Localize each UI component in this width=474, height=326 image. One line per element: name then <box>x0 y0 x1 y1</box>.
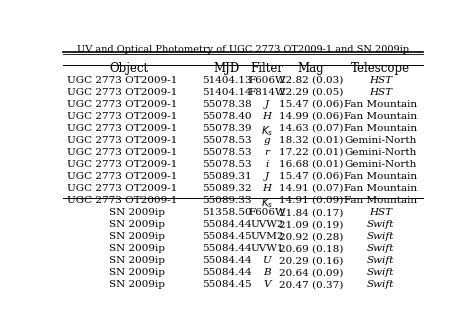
Text: SN 2009ip: SN 2009ip <box>109 232 165 241</box>
Text: 20.47 (0.37): 20.47 (0.37) <box>279 280 343 289</box>
Text: 55084.44: 55084.44 <box>201 220 251 229</box>
Text: 14.63 (0.07): 14.63 (0.07) <box>279 124 343 133</box>
Text: 55078.38: 55078.38 <box>201 100 251 109</box>
Text: SN 2009ip: SN 2009ip <box>109 244 165 253</box>
Text: UGC 2773 OT2009-1: UGC 2773 OT2009-1 <box>66 112 177 121</box>
Text: 16.68 (0.01): 16.68 (0.01) <box>279 160 343 169</box>
Text: 51358.50: 51358.50 <box>201 208 251 217</box>
Text: r: r <box>264 148 269 157</box>
Text: i: i <box>265 160 268 169</box>
Text: SN 2009ip: SN 2009ip <box>109 256 165 265</box>
Text: 15.47 (0.06): 15.47 (0.06) <box>279 100 343 109</box>
Text: 20.64 (0.09): 20.64 (0.09) <box>279 268 343 277</box>
Text: UGC 2773 OT2009-1: UGC 2773 OT2009-1 <box>66 160 177 169</box>
Text: 55084.45: 55084.45 <box>201 280 251 289</box>
Text: HST: HST <box>369 76 392 84</box>
Text: 55084.45: 55084.45 <box>201 232 251 241</box>
Text: UGC 2773 OT2009-1: UGC 2773 OT2009-1 <box>66 184 177 193</box>
Text: UV and Optical Photometry of UGC 2773 OT2009-1 and SN 2009ip: UV and Optical Photometry of UGC 2773 OT… <box>77 45 409 54</box>
Text: 14.91 (0.09): 14.91 (0.09) <box>279 196 343 205</box>
Text: F814W: F814W <box>248 88 286 96</box>
Text: Swift: Swift <box>367 244 394 253</box>
Text: 18.32 (0.01): 18.32 (0.01) <box>279 136 343 145</box>
Text: 55089.33: 55089.33 <box>201 196 251 205</box>
Text: Fan Mountain: Fan Mountain <box>344 184 417 193</box>
Text: Filter: Filter <box>250 62 283 75</box>
Text: $K_s$: $K_s$ <box>261 196 273 210</box>
Text: Gemini-North: Gemini-North <box>345 148 417 157</box>
Text: Fan Mountain: Fan Mountain <box>344 172 417 181</box>
Text: 22.29 (0.05): 22.29 (0.05) <box>279 88 343 96</box>
Text: 20.69 (0.18): 20.69 (0.18) <box>279 244 343 253</box>
Text: 15.47 (0.06): 15.47 (0.06) <box>279 172 343 181</box>
Text: H: H <box>262 184 271 193</box>
Text: UGC 2773 OT2009-1: UGC 2773 OT2009-1 <box>66 100 177 109</box>
Text: 14.99 (0.06): 14.99 (0.06) <box>279 112 343 121</box>
Text: UGC 2773 OT2009-1: UGC 2773 OT2009-1 <box>66 76 177 84</box>
Text: 21.09 (0.19): 21.09 (0.19) <box>279 220 343 229</box>
Text: 55084.44: 55084.44 <box>201 244 251 253</box>
Text: 14.91 (0.07): 14.91 (0.07) <box>279 184 343 193</box>
Text: 20.29 (0.16): 20.29 (0.16) <box>279 256 343 265</box>
Text: SN 2009ip: SN 2009ip <box>109 268 165 277</box>
Text: UVW1: UVW1 <box>250 244 283 253</box>
Text: 55084.44: 55084.44 <box>201 268 251 277</box>
Text: 55089.32: 55089.32 <box>201 184 251 193</box>
Text: V: V <box>263 280 271 289</box>
Text: 51404.14: 51404.14 <box>201 88 251 96</box>
Text: UVM2: UVM2 <box>250 232 283 241</box>
Text: 17.22 (0.01): 17.22 (0.01) <box>279 148 343 157</box>
Text: UVW2: UVW2 <box>250 220 283 229</box>
Text: UGC 2773 OT2009-1: UGC 2773 OT2009-1 <box>66 196 177 205</box>
Text: B: B <box>263 268 271 277</box>
Text: J: J <box>265 172 269 181</box>
Text: UGC 2773 OT2009-1: UGC 2773 OT2009-1 <box>66 172 177 181</box>
Text: J: J <box>265 100 269 109</box>
Text: Fan Mountain: Fan Mountain <box>344 196 417 205</box>
Text: 55089.31: 55089.31 <box>201 172 251 181</box>
Text: MJD: MJD <box>213 62 239 75</box>
Text: SN 2009ip: SN 2009ip <box>109 280 165 289</box>
Text: Swift: Swift <box>367 268 394 277</box>
Text: UGC 2773 OT2009-1: UGC 2773 OT2009-1 <box>66 148 177 157</box>
Text: 55084.44: 55084.44 <box>201 256 251 265</box>
Text: Fan Mountain: Fan Mountain <box>344 124 417 133</box>
Text: Mag: Mag <box>298 62 324 75</box>
Text: HST: HST <box>369 208 392 217</box>
Text: 22.82 (0.03): 22.82 (0.03) <box>279 76 343 84</box>
Text: U: U <box>263 256 271 265</box>
Text: Gemini-North: Gemini-North <box>345 160 417 169</box>
Text: 20.92 (0.28): 20.92 (0.28) <box>279 232 343 241</box>
Text: 55078.53: 55078.53 <box>201 136 251 145</box>
Text: Swift: Swift <box>367 220 394 229</box>
Text: 55078.53: 55078.53 <box>201 148 251 157</box>
Text: HST: HST <box>369 88 392 96</box>
Text: Object: Object <box>109 62 149 75</box>
Text: F606W: F606W <box>248 208 286 217</box>
Text: UGC 2773 OT2009-1: UGC 2773 OT2009-1 <box>66 124 177 133</box>
Text: 21.84 (0.17): 21.84 (0.17) <box>279 208 343 217</box>
Text: 55078.39: 55078.39 <box>201 124 251 133</box>
Text: SN 2009ip: SN 2009ip <box>109 220 165 229</box>
Text: Telescope: Telescope <box>351 62 410 75</box>
Text: Swift: Swift <box>367 280 394 289</box>
Text: Gemini-North: Gemini-North <box>345 136 417 145</box>
Text: Fan Mountain: Fan Mountain <box>344 112 417 121</box>
Text: UGC 2773 OT2009-1: UGC 2773 OT2009-1 <box>66 136 177 145</box>
Text: $K_s$: $K_s$ <box>261 124 273 138</box>
Text: g: g <box>264 136 270 145</box>
Text: Swift: Swift <box>367 256 394 265</box>
Text: F606W: F606W <box>248 76 286 84</box>
Text: Fan Mountain: Fan Mountain <box>344 100 417 109</box>
Text: SN 2009ip: SN 2009ip <box>109 208 165 217</box>
Text: UGC 2773 OT2009-1: UGC 2773 OT2009-1 <box>66 88 177 96</box>
Text: Swift: Swift <box>367 232 394 241</box>
Text: 51404.13: 51404.13 <box>201 76 251 84</box>
Text: 55078.53: 55078.53 <box>201 160 251 169</box>
Text: 55078.40: 55078.40 <box>201 112 251 121</box>
Text: H: H <box>262 112 271 121</box>
